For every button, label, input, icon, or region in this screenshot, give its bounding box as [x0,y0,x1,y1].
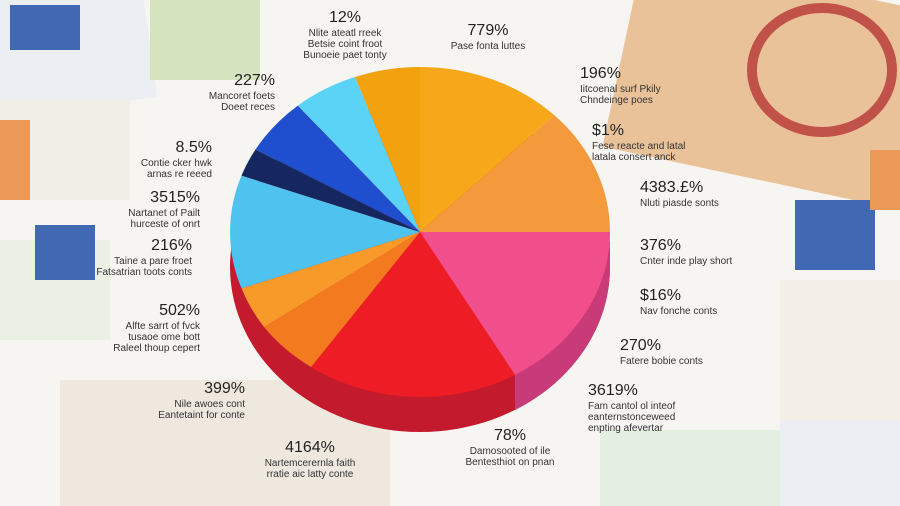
callout-figure: 502% [159,302,200,319]
callout-text: Mancoret foets [209,91,275,102]
callout-figure: 216% [151,237,192,254]
callout-text: Iitcoenal surf Pkily [580,84,661,95]
callout-text: Damosooted of ile [470,446,551,457]
callout-text: Betsie coint froot [308,39,383,50]
callout-figure: 8.5% [176,139,212,156]
callout-text: Nav fonche conts [640,306,717,317]
callout-figure: 779% [468,22,509,39]
callout-text: Fatere bobie conts [620,356,703,367]
callout-text: Chndeinge poes [580,95,653,106]
callout-figure: 4164% [285,439,335,456]
callout-text: Fese reacte and latal [592,141,685,152]
callout-text: arnas re reeed [147,169,212,180]
callout-text: Bunoeie paet tonty [303,50,386,61]
callout-text: Bentesthiot on pnan [466,457,555,468]
callout-figure: 399% [204,380,245,397]
callout-text: Nartanet of Pailt [128,208,200,219]
callout-text: Alfte sarrt of fvck [126,321,201,332]
callout-figure: 3515% [150,189,200,206]
callout-text: rratie aic latty conte [267,469,354,480]
callout-text: Fam cantol ol inteof [588,401,675,412]
callout-figure: 227% [234,72,275,89]
callout-figure: 12% [329,9,361,26]
callout-text: enpting afevertar [588,423,664,434]
callout-text: Doeet reces [221,102,275,113]
callout-text: latala consert anck [592,152,676,163]
callout-figure: $16% [640,287,681,304]
callout-text: Taine a pare froet [114,256,192,267]
callout-figure: 270% [620,337,661,354]
callout-figure: $1% [592,122,624,139]
callout-figure: 4383.£% [640,179,703,196]
callout-figure: 3619% [588,382,638,399]
callout-figure: 196% [580,65,621,82]
callout-text: Nile awoes cont [174,399,245,410]
pie-illustration [230,66,611,432]
callout-text: Nartemcerernla faith [265,458,356,469]
callout-text: Fatsatrian toots conts [96,267,192,278]
callout-text: Contie cker hwk [141,158,213,169]
callout-text: Nluti piasde sonts [640,198,719,209]
callout-text: hurceste of onrt [131,219,201,230]
callout-text: eanternstonceweed [588,412,675,423]
callout-text: Eantetaint for conte [158,410,245,421]
callout-text: Raleel thoup cepert [113,343,200,354]
callout-text: Nlite ateatl rreek [309,28,383,39]
callout-figure: 78% [494,427,526,444]
callout-figure: 376% [640,237,681,254]
callout-text: Cnter inde play short [640,256,732,267]
callout-text: tusaoe ome bott [128,332,200,343]
callout-text: Pase fonta luttes [451,41,526,52]
